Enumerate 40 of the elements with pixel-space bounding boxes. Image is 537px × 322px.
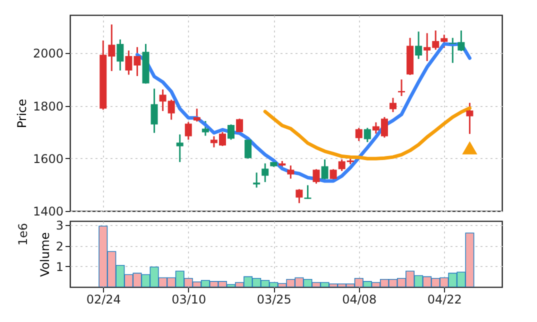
line-series: [135, 42, 472, 183]
candlestick: [193, 108, 200, 122]
candlestick: [355, 127, 362, 142]
candlestick: [321, 158, 328, 180]
candlestick: [150, 88, 158, 134]
candlestick: [296, 188, 303, 204]
candlestick: [304, 184, 312, 200]
y-tick-label: 1: [56, 260, 64, 274]
candlestick: [312, 168, 320, 184]
candlestick: [228, 124, 235, 140]
x-tick-label: 03/25: [256, 292, 292, 306]
candlestick: [116, 38, 124, 72]
candlestick: [330, 168, 337, 181]
candlestick: [364, 127, 371, 143]
y-tick-label: 3: [56, 218, 64, 233]
x-tick-label: 02/24: [86, 292, 121, 306]
x-tick-label: 04/22: [427, 292, 462, 306]
y-tick-label: 2: [56, 239, 64, 254]
candlestick: [184, 121, 192, 140]
candlestick: [253, 172, 260, 188]
candlestick: [287, 164, 294, 180]
text: 1e6: [16, 223, 30, 246]
candlestick: [398, 78, 406, 97]
candlestick: [176, 134, 184, 163]
candlestick: [262, 162, 269, 183]
candlestick: [466, 102, 474, 135]
x-tick-label: 03/10: [172, 292, 206, 306]
y-tick-label: 2000: [32, 46, 64, 61]
y-tick-label: 1400: [32, 204, 64, 218]
line-series: [263, 106, 472, 160]
y-axis-title: Volume: [38, 232, 52, 277]
candlestick: [202, 120, 209, 137]
candlestick: [415, 30, 422, 60]
y-tick-label: 1800: [32, 99, 64, 114]
y-axis-title: Price: [14, 98, 29, 128]
y-tick-label: 1600: [32, 152, 64, 166]
candlestick: [236, 118, 244, 134]
candlestick: [244, 138, 252, 160]
candlestick: [389, 97, 396, 113]
x-tick-label: 04/08: [342, 292, 377, 306]
